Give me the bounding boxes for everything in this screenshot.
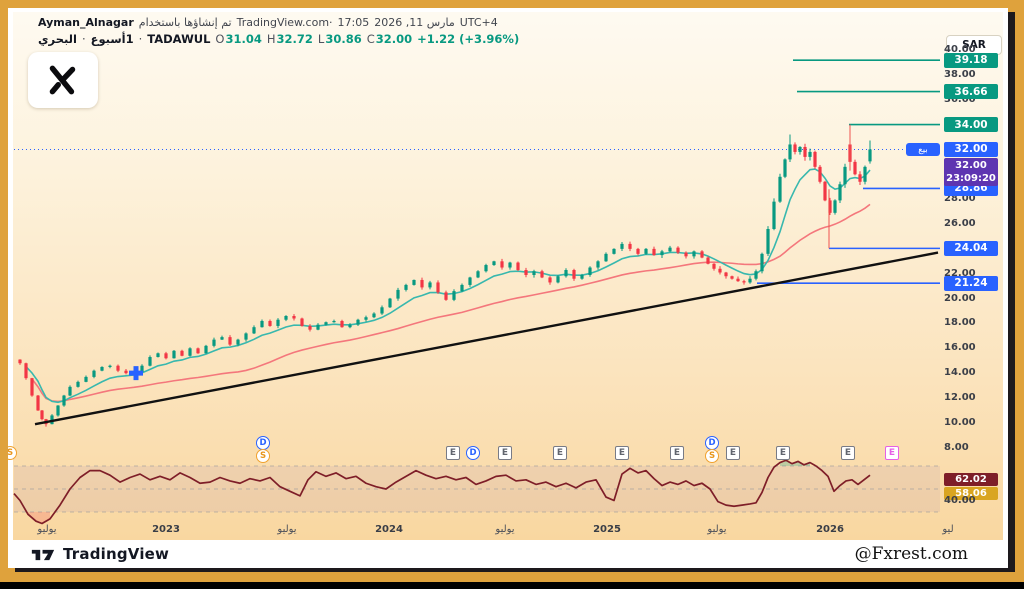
- price-tick: 28.00: [944, 193, 976, 205]
- price-level-badge: 34.00: [944, 117, 998, 133]
- timeframe-label[interactable]: 1أسبوع: [90, 32, 134, 46]
- close-value: 32.00: [375, 32, 413, 46]
- time-axis-year-label: 2025: [593, 524, 621, 535]
- split-marker[interactable]: S: [8, 446, 17, 460]
- fxrest-logo: [28, 52, 98, 108]
- high-value: 32.72: [276, 32, 313, 46]
- price-tick: 38.00: [944, 68, 976, 80]
- time-text: 17:05: [337, 16, 370, 29]
- time-axis-month-label: يوليو: [277, 524, 297, 535]
- chart-card: Ayman_Alnagar تم إنشاؤها باستخدام Tradin…: [8, 8, 1008, 568]
- time-axis-month-label: ليو: [942, 524, 954, 535]
- countdown-time: 23:09:20: [946, 172, 996, 184]
- time-axis-month-label: يوليو: [707, 524, 727, 535]
- change-value: +1.22 (+3.96%): [417, 32, 520, 46]
- fxrest-x-icon: [49, 65, 76, 95]
- price-tick: 22.00: [944, 267, 976, 279]
- dividend-marker[interactable]: D: [705, 436, 719, 450]
- earnings-marker[interactable]: E: [670, 446, 684, 460]
- price-tick: 20.00: [944, 292, 976, 304]
- dividend-marker[interactable]: D: [256, 436, 270, 450]
- plus-marker: [129, 366, 143, 381]
- close-label: C: [366, 32, 375, 46]
- separator-dot: ·: [138, 32, 143, 46]
- earnings-marker[interactable]: E: [553, 446, 567, 460]
- price-tick: 26.00: [944, 218, 976, 230]
- bar-countdown-label: 32.00 23:09:20: [944, 157, 998, 186]
- price-tick: 18.00: [944, 317, 976, 329]
- fxrest-credit: @Fxrest.com: [854, 544, 968, 564]
- open-label: O: [215, 32, 225, 46]
- username: Ayman_Alnagar: [38, 16, 134, 29]
- price-tick: 10.00: [944, 416, 976, 428]
- price-level-badge: 36.66: [944, 84, 998, 100]
- price-tick: 8.00: [944, 441, 969, 453]
- low-value: 30.86: [325, 32, 362, 46]
- dividend-marker[interactable]: D: [466, 446, 480, 460]
- rsi-ma-value-badge: 58.06: [944, 486, 998, 500]
- price-level-badge: 21.24: [944, 275, 998, 291]
- separator-dot: ·: [81, 32, 86, 46]
- symbol-info-row: البحري · 1أسبوع · TADAWUL O 31.04 H 32.72 …: [38, 32, 519, 46]
- last-price-badge: 32.00: [944, 141, 998, 157]
- tradingview-logo[interactable]: TradingView: [30, 545, 169, 564]
- chart-credit-line: Ayman_Alnagar تم إنشاؤها باستخدام Tradin…: [38, 16, 498, 29]
- tradingview-mark-icon: [31, 549, 55, 560]
- price-tick: 12.00: [944, 392, 976, 404]
- symbol-name[interactable]: البحري: [38, 32, 77, 46]
- earnings-marker[interactable]: E: [841, 446, 855, 460]
- candlestick-chart[interactable]: [8, 8, 1008, 540]
- site-text: TradingView.com·: [236, 16, 333, 29]
- open-value: 31.04: [225, 32, 262, 46]
- date-text: 2026 ,11 مارس: [374, 16, 455, 29]
- earnings-marker[interactable]: E: [726, 446, 740, 460]
- price-tick: 14.00: [944, 367, 976, 379]
- earnings-marker[interactable]: E: [446, 446, 460, 460]
- time-axis-year-label: 2024: [375, 524, 403, 535]
- earnings-marker[interactable]: E: [615, 446, 629, 460]
- sell-button[interactable]: بيع: [906, 143, 940, 156]
- timezone-text: UTC+4: [459, 16, 498, 29]
- earnings-marker[interactable]: E: [776, 446, 790, 460]
- rsi-value-badge: 62.02: [944, 473, 998, 487]
- low-label: L: [317, 32, 325, 46]
- price-tick: 16.00: [944, 342, 976, 354]
- time-axis-month-label: يوليو: [495, 524, 515, 535]
- earnings-marker-upcoming[interactable]: E: [885, 446, 899, 460]
- countdown-price: 32.00: [955, 159, 987, 171]
- footer-bar: TradingView @Fxrest.com: [8, 540, 1008, 568]
- exchange-label: TADAWUL: [147, 32, 211, 46]
- earnings-marker[interactable]: E: [498, 446, 512, 460]
- time-axis-year-label: 2026: [816, 524, 844, 535]
- price-tick: 40.00: [944, 44, 976, 55]
- price-level-badge: 24.04: [944, 240, 998, 256]
- created-with-text: تم إنشاؤها باستخدام: [138, 16, 232, 29]
- time-axis-month-label: يوليو: [37, 524, 57, 535]
- tradingview-brand-text: TradingView: [63, 545, 170, 563]
- rsi-axis-tick: 40.00: [944, 494, 976, 506]
- price-tick: 36.00: [944, 93, 976, 105]
- high-label: H: [266, 32, 276, 46]
- time-axis-year-label: 2023: [152, 524, 180, 535]
- price-level-badge: 39.18: [944, 52, 998, 68]
- split-marker[interactable]: S: [256, 449, 270, 463]
- currency-toggle[interactable]: SAR: [946, 35, 1002, 55]
- split-marker[interactable]: S: [705, 449, 719, 463]
